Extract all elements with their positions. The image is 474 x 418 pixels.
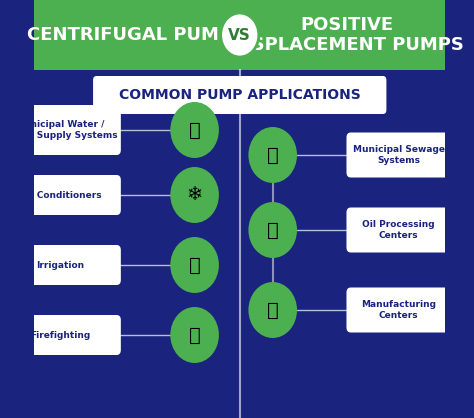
Text: COMMON PUMP APPLICATIONS: COMMON PUMP APPLICATIONS [119, 88, 361, 102]
Circle shape [248, 282, 297, 338]
Circle shape [248, 202, 297, 258]
Circle shape [220, 13, 259, 57]
Text: 🔥: 🔥 [189, 326, 201, 344]
Circle shape [170, 237, 219, 293]
Circle shape [248, 127, 297, 183]
Text: 🌿: 🌿 [189, 255, 201, 275]
FancyBboxPatch shape [0, 175, 121, 215]
Text: 🚰: 🚰 [189, 120, 201, 140]
Text: POSITIVE
DISPLACEMENT PUMPS: POSITIVE DISPLACEMENT PUMPS [229, 15, 464, 54]
Text: 🏗: 🏗 [267, 221, 279, 240]
Text: Manufacturing
Centers: Manufacturing Centers [361, 300, 436, 320]
Text: VS: VS [228, 28, 251, 43]
Text: 🏭: 🏭 [267, 145, 279, 165]
Text: Municipal Sewage
Systems: Municipal Sewage Systems [353, 145, 445, 165]
FancyBboxPatch shape [0, 315, 121, 355]
Circle shape [170, 167, 219, 223]
Text: Air Conditioners: Air Conditioners [19, 191, 101, 199]
Text: CENTRIFUGAL PUMPS: CENTRIFUGAL PUMPS [27, 26, 246, 44]
Text: Irrigation: Irrigation [36, 260, 84, 270]
Text: 🏭: 🏭 [267, 301, 279, 319]
FancyBboxPatch shape [0, 105, 121, 155]
Text: Municipal Water /
Water Supply Systems: Municipal Water / Water Supply Systems [3, 120, 118, 140]
Circle shape [170, 307, 219, 363]
Text: ❄: ❄ [186, 186, 203, 204]
FancyBboxPatch shape [93, 76, 386, 114]
Circle shape [170, 102, 219, 158]
FancyBboxPatch shape [346, 207, 451, 252]
FancyBboxPatch shape [346, 133, 451, 178]
FancyBboxPatch shape [0, 245, 121, 285]
Text: Oil Processing
Centers: Oil Processing Centers [362, 220, 435, 240]
FancyBboxPatch shape [346, 288, 451, 332]
Text: Firefighting: Firefighting [30, 331, 90, 339]
FancyBboxPatch shape [34, 0, 446, 70]
